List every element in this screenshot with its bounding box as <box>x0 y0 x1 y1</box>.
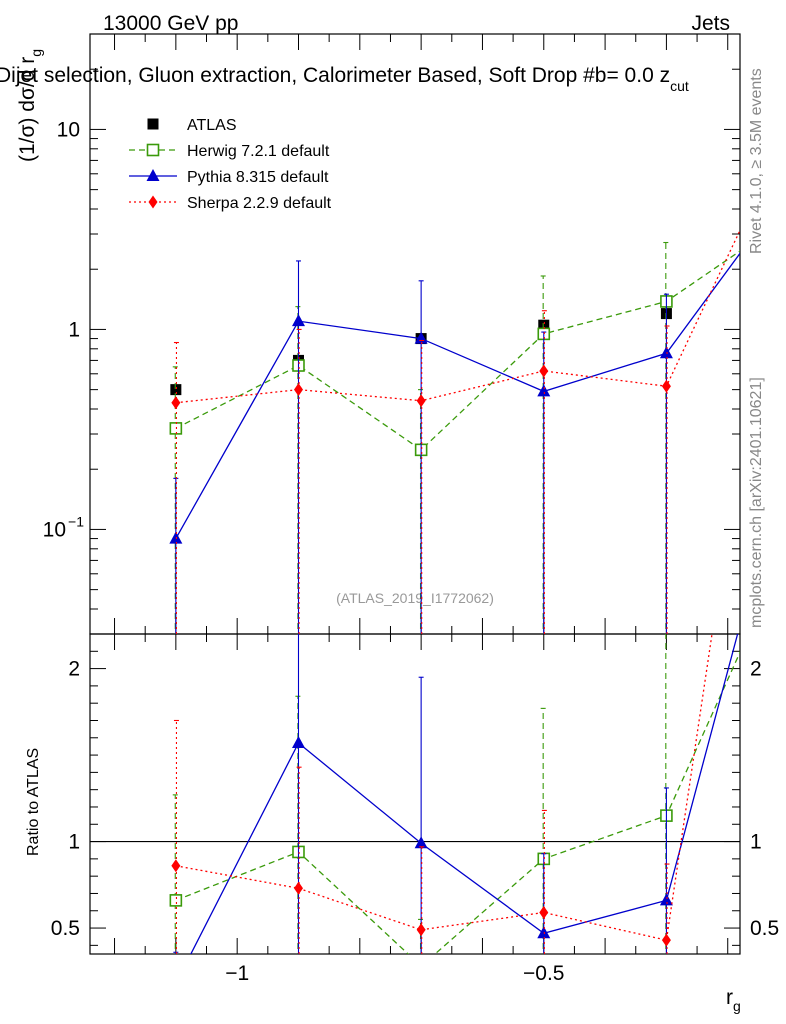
plot-title-main: Dijet selection, Gluon extraction, Calor… <box>0 64 670 87</box>
x-axis-label: rg <box>726 986 741 1014</box>
sherpa-point <box>171 396 181 410</box>
pythia-ratio-point <box>291 735 305 748</box>
plot-title-subscript: cut <box>670 78 689 94</box>
sherpa-ratio-point <box>661 933 671 947</box>
ratio-tick-label-left: 2 <box>68 658 80 681</box>
header-left: 13000 GeV pp <box>103 12 238 35</box>
atlas-point <box>170 384 182 396</box>
sherpa-point <box>416 394 426 408</box>
ratio-plot-frame <box>89 633 741 955</box>
ratio-tick-label-right: 0.5 <box>750 917 779 940</box>
herwig-ratio-point <box>416 961 427 972</box>
pythia-point <box>537 384 551 397</box>
pythia-line <box>175 252 740 539</box>
ratio-series-layer <box>169 316 763 988</box>
pythia-ratio-point <box>659 893 673 906</box>
herwig-ratio-line <box>175 650 740 954</box>
pythia-point <box>414 331 428 344</box>
side-text-bottom: mcplots.cern.ch [arXiv:2401.10621] <box>748 377 765 628</box>
x-axis-label-subscript: g <box>733 998 741 1014</box>
herwig-point <box>169 422 183 435</box>
y-axis-label-main: (1/σ) dσ/d r <box>16 57 39 162</box>
pythia-point <box>169 531 183 544</box>
legend-herwig-label: Herwig 7.2.1 default <box>187 143 330 160</box>
y-tick-label: 1 <box>68 318 80 341</box>
ratio-tick-label-left: 0.5 <box>51 917 80 940</box>
header-right: Jets <box>691 12 730 35</box>
x-tick-label: −0.5 <box>523 962 564 985</box>
sherpa-ratio-point <box>416 923 426 937</box>
sherpa-ratio-point <box>293 881 303 895</box>
sherpa-ratio-point <box>539 905 549 919</box>
sherpa-point <box>661 379 671 393</box>
x-tick-label: −1 <box>225 962 249 985</box>
legend-sherpa-marker <box>148 195 158 209</box>
herwig-line <box>175 250 740 451</box>
ratio-tick-label-right: 2 <box>750 658 762 681</box>
sherpa-ratio-point <box>754 316 763 329</box>
legend-pythia-marker <box>146 169 160 181</box>
y-axis-label-subscript: g <box>28 49 44 57</box>
atlas-point <box>538 319 550 331</box>
legend: ATLAS Herwig 7.2.1 default Pythia 8.315 de… <box>129 117 332 212</box>
sherpa-point <box>293 383 303 397</box>
y-tick-label: 10 <box>43 518 66 541</box>
ratio-plot: −1 −0.5 0.5 0.5 1 1 2 2 <box>51 316 779 988</box>
sherpa-point <box>539 364 549 378</box>
legend-sherpa-label: Sherpa 2.2.9 default <box>187 195 332 212</box>
side-text-top: Rivet 4.1.0, ≥ 3.5M events <box>748 68 765 254</box>
analysis-watermark: (ATLAS_2019_I1772062) <box>336 590 494 606</box>
sherpa-ratio-point <box>171 859 181 873</box>
main-series-layer <box>169 228 764 634</box>
pythia-ratio-point <box>169 976 182 988</box>
pythia-point <box>291 314 305 327</box>
legend-herwig-marker <box>146 143 160 157</box>
x-axis-label-main: r <box>726 986 733 1009</box>
atlas-point <box>753 307 764 318</box>
legend-atlas-label: ATLAS <box>187 117 237 134</box>
pythia-ratio-point <box>537 926 551 939</box>
pythia-point <box>659 346 673 359</box>
pythia-ratio-point <box>414 836 428 849</box>
ratio-tick-label-right: 1 <box>750 831 762 854</box>
ratio-y-axis-label: Ratio to ATLAS <box>25 748 42 856</box>
y-tick-label: 10 <box>57 118 80 141</box>
herwig-ratio-point <box>169 894 183 907</box>
plot-title: Dijet selection, Gluon extraction, Calor… <box>0 64 689 94</box>
legend-pythia-label: Pythia 8.315 default <box>187 169 329 186</box>
y-axis-label: (1/σ) dσ/d rg <box>16 49 44 162</box>
legend-atlas-marker <box>147 118 159 130</box>
pythia-ratio-line <box>190 634 739 954</box>
ratio-tick-label-left: 1 <box>68 831 80 854</box>
sherpa-ratio-line <box>175 634 713 941</box>
y-tick-exponent: −1 <box>68 513 84 529</box>
